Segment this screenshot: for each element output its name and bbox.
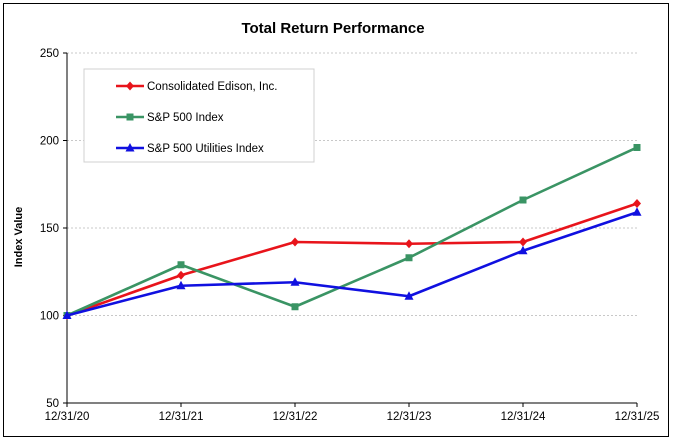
series-triangle: [62, 207, 642, 319]
gridlines: [67, 52, 637, 316]
data-point-square: [291, 303, 299, 311]
data-point-diamond: [633, 199, 641, 208]
data-point-triangle: [290, 277, 300, 286]
axes: [63, 52, 638, 407]
series-group: [62, 144, 642, 320]
y-axis-label: Index Value: [13, 207, 25, 268]
x-tick-label: 12/31/23: [387, 411, 432, 423]
data-point-triangle: [632, 207, 642, 216]
legend-label: S&P 500 Utilities Index: [147, 143, 264, 155]
data-point-diamond: [405, 239, 413, 249]
data-point-diamond: [126, 81, 134, 91]
legend-box: [83, 68, 315, 163]
data-point-square: [126, 113, 134, 121]
legend: Consolidated Edison, Inc. S&P 500 Index S&…: [83, 68, 315, 163]
data-point-square: [633, 144, 641, 151]
x-tick-labels: 12/31/20 12/31/21 12/31/22 12/31/23 12/31/24…: [45, 411, 660, 423]
chart-title: Total Return Performance: [241, 20, 424, 37]
data-point-square: [405, 254, 413, 262]
data-point-triangle: [62, 310, 72, 319]
legend-label: S&P 500 Index: [147, 112, 224, 124]
data-point-triangle: [176, 280, 186, 290]
data-point-triangle: [518, 245, 528, 255]
data-point-square: [519, 196, 527, 204]
y-tick-label: 200: [40, 136, 59, 148]
series-line: [66, 211, 638, 317]
series-diamond: [63, 199, 641, 320]
data-point-diamond: [519, 237, 527, 247]
y-tick-labels: 50 100 150 200 250: [40, 48, 59, 410]
series-line: [66, 202, 638, 317]
y-tick-label: 100: [40, 311, 59, 323]
y-tick-label: 150: [40, 223, 59, 235]
y-tick-label: 50: [46, 398, 59, 410]
legend-label: Consolidated Edison, Inc.: [147, 81, 277, 93]
data-point-diamond: [291, 237, 299, 247]
x-tick-label: 12/31/22: [273, 411, 318, 423]
data-point-triangle: [125, 143, 135, 152]
data-point-triangle: [404, 291, 414, 300]
x-tick-label: 12/31/25: [615, 411, 660, 423]
data-point-diamond: [177, 270, 185, 280]
data-point-square: [177, 261, 185, 269]
x-tick-label: 12/31/24: [501, 411, 546, 423]
series-line: [66, 146, 638, 317]
y-tick-label: 250: [40, 48, 59, 60]
x-tick-label: 12/31/21: [159, 411, 204, 423]
x-tick-label: 12/31/20: [45, 411, 90, 423]
